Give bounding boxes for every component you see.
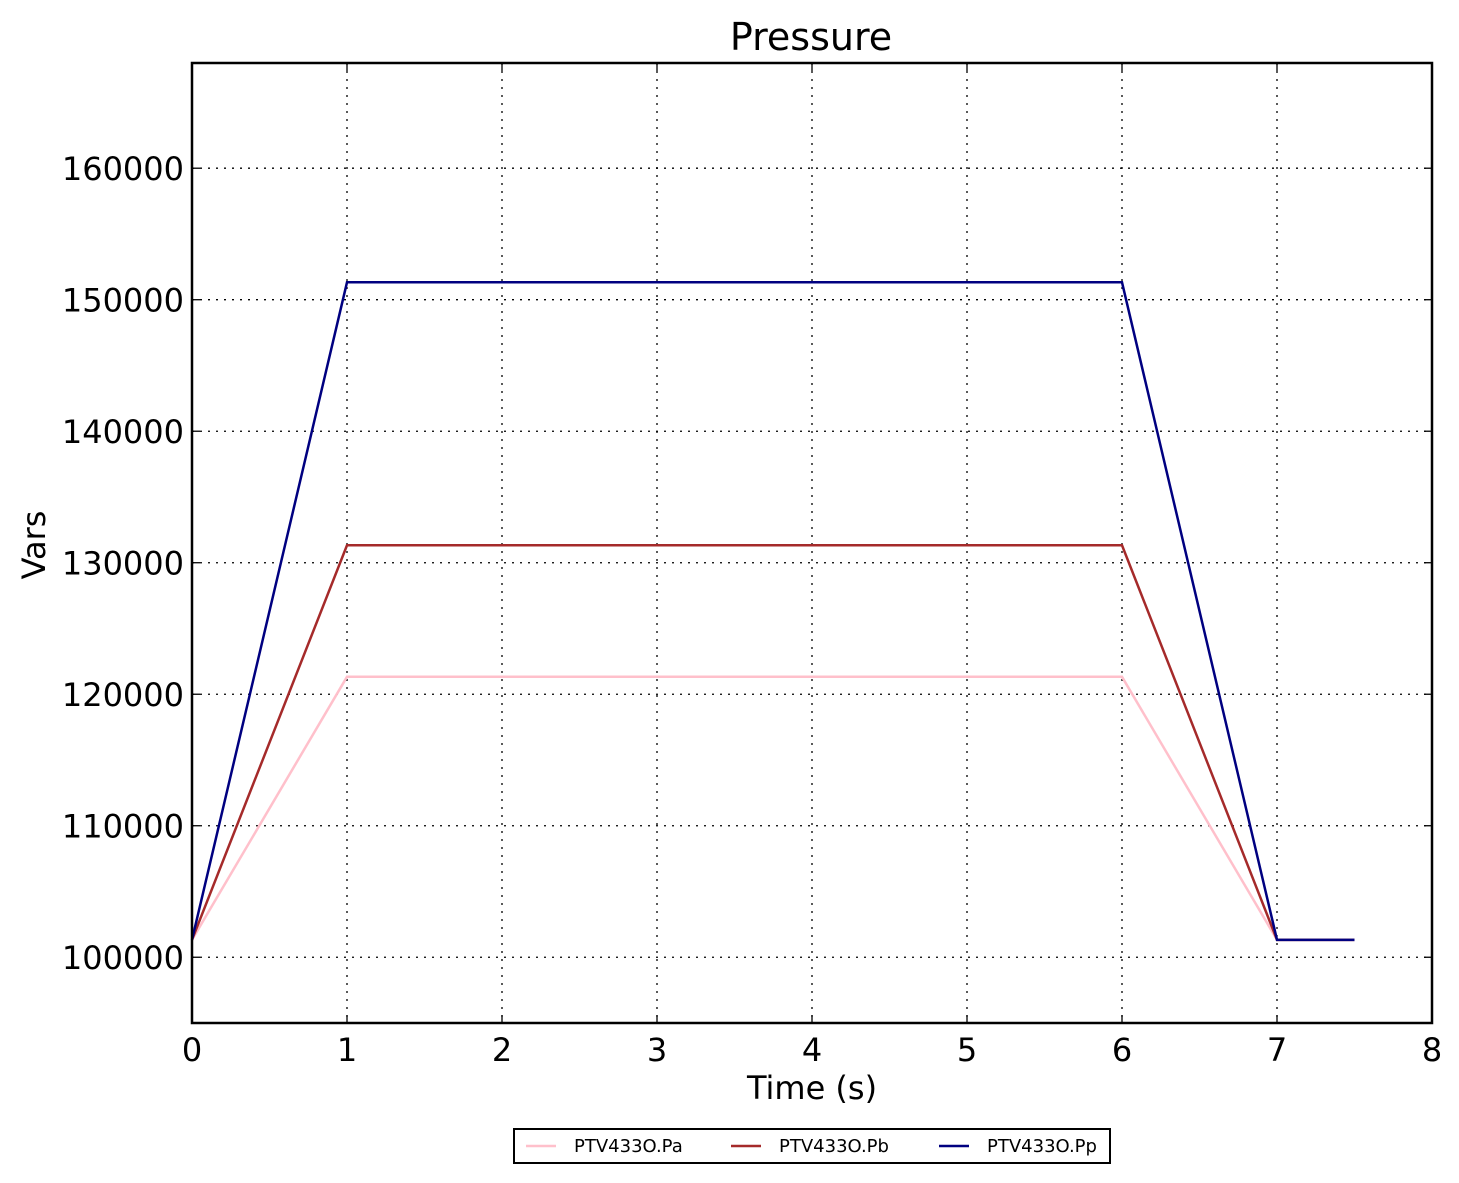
legend-label: PTV433O.Pp bbox=[987, 1136, 1097, 1157]
y-tick-label: 120000 bbox=[62, 676, 184, 714]
grid-layer bbox=[192, 63, 1432, 1023]
x-tick-label: 7 bbox=[1267, 1031, 1287, 1069]
legend-label: PTV433O.Pa bbox=[574, 1136, 683, 1157]
y-tick-label: 160000 bbox=[62, 150, 184, 188]
legend: PTV433O.Pa PTV433O.Pb PTV433O.Pp bbox=[513, 1128, 1111, 1164]
y-tick-label: 130000 bbox=[62, 545, 184, 583]
x-axis-label: Time (s) bbox=[746, 1069, 877, 1107]
tick-layer: 0 1 2 3 4 5 6 7 8 100000 110000 120000 130000 140000 1… bbox=[62, 63, 1442, 1069]
series-line-ptv433o-pb bbox=[190, 544, 1355, 942]
legend-label: PTV433O.Pb bbox=[779, 1136, 889, 1157]
x-tick-label: 2 bbox=[492, 1031, 512, 1069]
x-tick-label: 3 bbox=[647, 1031, 667, 1069]
series-line-ptv433o-pp bbox=[190, 281, 1355, 942]
series-layer bbox=[190, 281, 1355, 942]
chart-title: Pressure bbox=[730, 15, 892, 59]
series-line-ptv433o-pa bbox=[190, 675, 1355, 942]
x-tick-label: 5 bbox=[957, 1031, 977, 1069]
x-tick-label: 8 bbox=[1422, 1031, 1442, 1069]
y-tick-label: 150000 bbox=[62, 282, 184, 320]
y-tick-label: 100000 bbox=[62, 939, 184, 977]
x-tick-label: 1 bbox=[337, 1031, 357, 1069]
x-tick-label: 4 bbox=[802, 1031, 822, 1069]
legend-box bbox=[513, 1128, 1111, 1164]
y-tick-label: 110000 bbox=[62, 808, 184, 846]
y-axis-label: Vars bbox=[15, 511, 53, 580]
y-tick-label: 140000 bbox=[62, 413, 184, 451]
x-tick-label: 0 bbox=[182, 1031, 202, 1069]
x-tick-label: 6 bbox=[1112, 1031, 1132, 1069]
